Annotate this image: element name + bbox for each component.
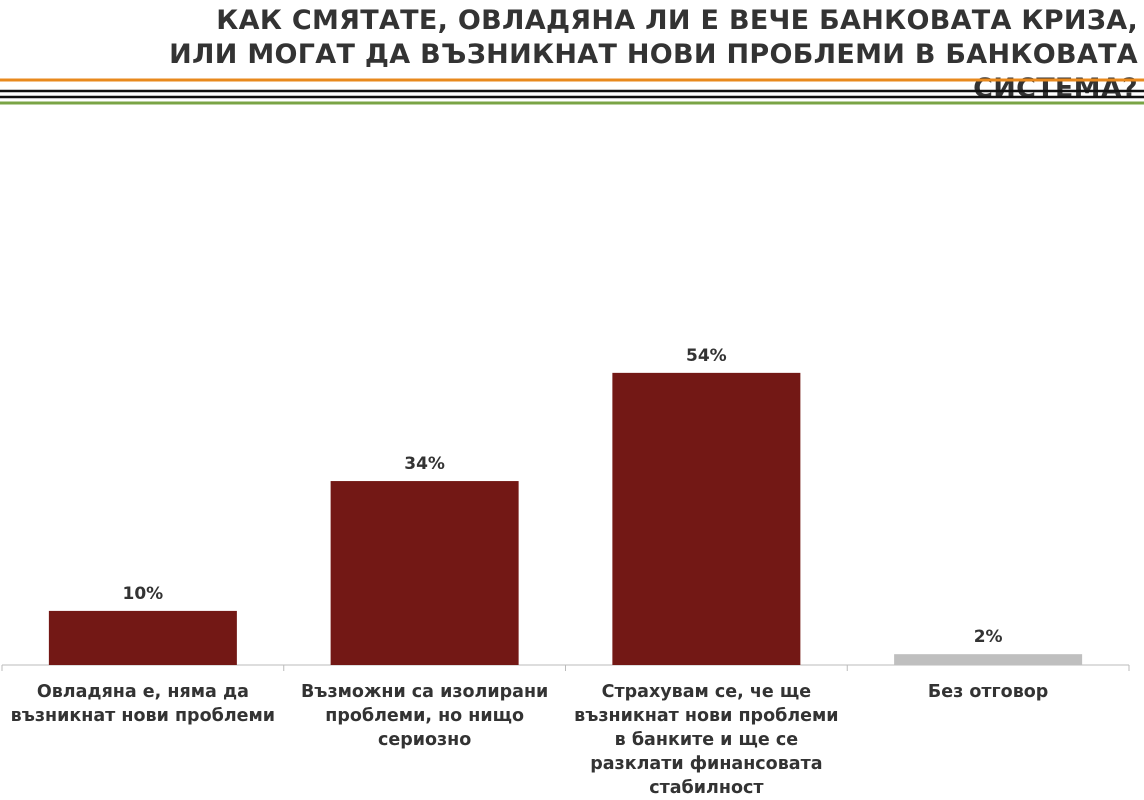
chart-title: КАК СМЯТАТЕ, ОВЛАДЯНА ЛИ Е ВЕЧЕ БАНКОВАТ…: [0, 4, 1138, 106]
bar: [612, 372, 801, 665]
value-label: 34%: [404, 454, 445, 474]
x-tick-label: Възможни са изолирани проблеми, но нищо …: [300, 682, 549, 750]
title-line: КАК СМЯТАТЕ, ОВЛАДЯНА ЛИ Е ВЕЧЕ БАНКОВАТ…: [216, 5, 1138, 36]
title-line: ИЛИ МОГАТ ДА ВЪЗНИКНАТ НОВИ ПРОБЛЕМИ В Б…: [169, 39, 1138, 104]
bar: [330, 481, 519, 665]
value-label: 2%: [974, 627, 1003, 647]
value-label: 10%: [123, 584, 164, 604]
x-tick-label: Без отговор: [927, 682, 1049, 702]
bar: [48, 610, 237, 665]
x-tick-label: Овладяна е, няма да възникнат нови пробл…: [10, 682, 276, 726]
x-tick-label: Страхувам се, че ще възникнат нови пробл…: [574, 682, 839, 798]
bar: [894, 654, 1083, 665]
value-label: 54%: [686, 346, 727, 366]
